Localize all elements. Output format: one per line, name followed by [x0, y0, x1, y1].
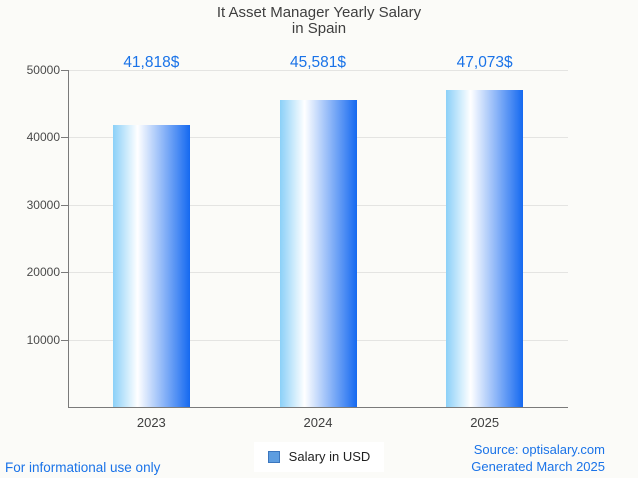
bar-value-label: 41,818$ [123, 54, 180, 71]
y-axis-tick [61, 204, 68, 206]
bar-2025[interactable] [446, 89, 524, 407]
generated-text: Generated March 2025 [471, 459, 605, 474]
y-axis-line [68, 70, 69, 407]
disclaimer-text: For informational use only [5, 460, 161, 475]
gridline [68, 70, 568, 71]
source-text: Source: optisalary.com [473, 442, 605, 457]
y-axis-tick-label: 50000 [26, 63, 60, 77]
legend-label: Salary in USD [288, 449, 371, 464]
x-axis-category-label: 2025 [470, 415, 500, 430]
x-axis-category-label: 2024 [303, 415, 333, 430]
bar-value-label: 47,073$ [456, 54, 513, 71]
y-axis-tick-label: 40000 [26, 130, 60, 145]
legend-box[interactable]: Salary in USD [253, 442, 385, 472]
bar-2023[interactable] [112, 125, 190, 407]
y-axis-tick [61, 137, 68, 139]
y-axis-tick [61, 70, 68, 71]
bar-value-label: 45,581$ [289, 54, 347, 71]
y-axis-tick [61, 339, 68, 341]
x-axis-category-label: 2023 [136, 415, 166, 430]
source-block: Source: optisalary.com Generated March 2… [471, 441, 605, 475]
x-axis-line [68, 407, 568, 408]
legend: Salary in USD [0, 442, 638, 472]
y-axis-tick [61, 272, 68, 274]
chart-title: It Asset Manager Yearly Salary in Spain [0, 5, 638, 37]
y-axis-tick-label: 20000 [26, 265, 60, 280]
chart-title-line2: in Spain [291, 20, 347, 37]
bar-2024[interactable] [279, 99, 357, 407]
y-axis-tick-label: 10000 [26, 332, 60, 347]
legend-swatch-icon [267, 450, 280, 463]
y-axis-tick-label: 30000 [26, 197, 60, 212]
chart-title-line1: It Asset Manager Yearly Salary [216, 4, 422, 21]
